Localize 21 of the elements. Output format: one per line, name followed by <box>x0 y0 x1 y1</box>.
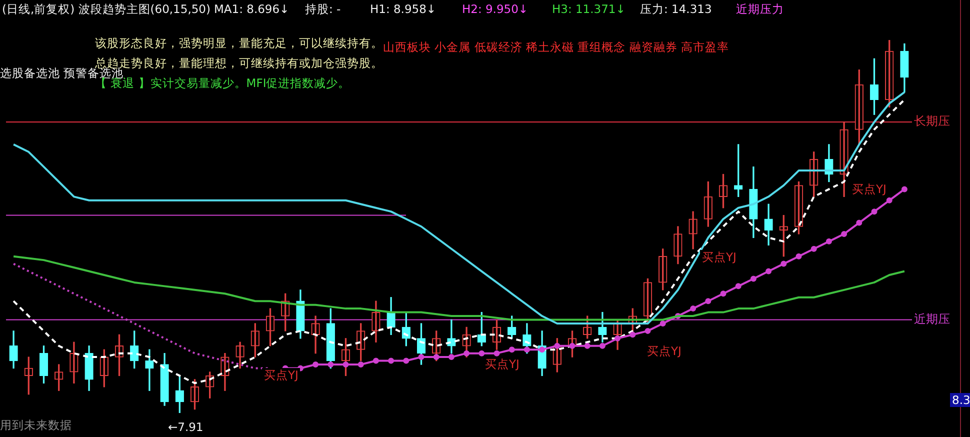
annotation: 选股备选池 预警备选池 <box>0 66 124 80</box>
text: 用到未来数据 <box>0 418 72 433</box>
text: H1: 8.958↓ <box>370 2 436 16</box>
text: 持股: - <box>305 2 341 17</box>
text: 压力: 14.313 <box>640 2 712 17</box>
text: MA1: 8.696↓ <box>214 2 290 16</box>
annotation: 山西板块 小金属 低碳经济 稀土永磁 重组概念 融资融券 高市盈率 <box>383 40 729 55</box>
annotation: 买点YJ <box>645 344 684 359</box>
annotation: 买点YJ <box>262 368 300 383</box>
annotation: 买点YJ <box>850 182 888 197</box>
text: ←7.91 <box>168 420 204 434</box>
ref-line-label: 长期压 <box>914 114 950 128</box>
annotation: 买点YJ <box>483 357 522 372</box>
text: 近期压力 <box>736 2 784 17</box>
ref-line-label: 近期压 <box>914 312 950 326</box>
annotation: 该股形态良好，强势明显，量能充足，可以继续持有。 <box>95 36 383 51</box>
text: 8.3 <box>950 393 970 407</box>
annotation: 买点YJ <box>700 250 738 265</box>
chart-title: (日线,前复权) 波段趋势主图(60,15,50) <box>2 2 210 17</box>
text: H2: 9.950↓ <box>462 2 528 16</box>
text: H3: 11.371↓ <box>552 2 626 16</box>
